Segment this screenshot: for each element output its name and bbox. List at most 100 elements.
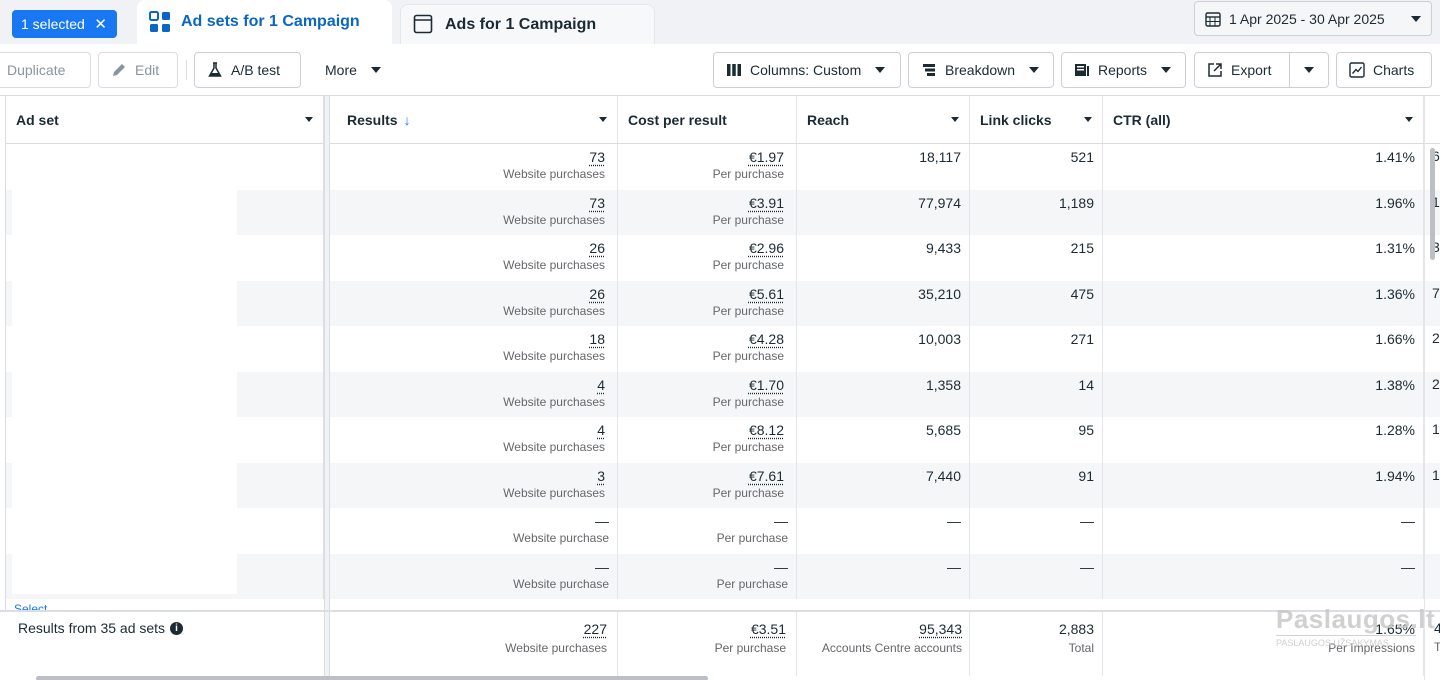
column-header-link-clicks[interactable]: Link clicks <box>970 96 1103 143</box>
ab-test-button[interactable]: A/B test <box>194 52 301 88</box>
column-header-cost-per-result[interactable]: Cost per result <box>618 96 797 143</box>
column-header-reach[interactable]: Reach <box>797 96 970 143</box>
link-clicks-cell: — <box>970 554 1103 600</box>
cost-per-result-cell: €7.61 Per purchase <box>618 463 797 509</box>
breakdown-button[interactable]: Breakdown <box>908 52 1054 88</box>
cost-sub: Per purchase <box>618 576 788 592</box>
tab-ads[interactable]: Ads for 1 Campaign <box>400 4 655 44</box>
export-button[interactable]: Export <box>1194 52 1290 88</box>
results-sub: Website purchases <box>330 257 605 273</box>
cost-value[interactable]: €8.12 <box>618 421 784 439</box>
cost-value[interactable]: €4.28 <box>618 330 784 348</box>
reach-cell: 9,433 <box>797 235 970 281</box>
next-column-value: 1 <box>1432 467 1440 483</box>
summary-reach: 95,343 Accounts Centre accounts <box>797 612 970 676</box>
results-value[interactable]: 73 <box>330 194 605 212</box>
results-cell: 73 Website purchases <box>330 144 618 190</box>
link-clicks-value: 475 <box>970 285 1094 303</box>
cost-value[interactable]: €3.91 <box>618 194 784 212</box>
next-column-value: 2 <box>1432 330 1440 346</box>
cost-value[interactable]: €7.61 <box>618 467 784 485</box>
watermark-logo: Paslaugos.lt PASLAUGOS UŽSAKYMAS <box>1276 604 1416 658</box>
results-cell: 26 Website purchases <box>330 235 618 281</box>
ctr-value: 1.36% <box>1103 285 1415 303</box>
results-sub: Website purchases <box>330 439 605 455</box>
cost-sub: Per purchase <box>618 439 784 455</box>
reports-icon <box>1074 62 1090 78</box>
reach-value: 10,003 <box>797 330 961 348</box>
column-header-ctr[interactable]: CTR (all) <box>1103 96 1424 143</box>
link-clicks-value: 271 <box>970 330 1094 348</box>
results-value[interactable]: 4 <box>330 376 605 394</box>
ctr-cell: 1.31% <box>1103 235 1424 281</box>
chevron-down-icon[interactable] <box>305 117 313 122</box>
close-icon[interactable]: ✕ <box>94 17 107 32</box>
summary-results-value[interactable]: 227 <box>330 620 607 638</box>
reports-button[interactable]: Reports <box>1061 52 1186 88</box>
charts-button[interactable]: Charts <box>1336 52 1432 88</box>
horizontal-scrollbar[interactable] <box>36 676 708 680</box>
results-value[interactable]: 26 <box>330 285 605 303</box>
selection-pill[interactable]: 1 selected ✕ <box>12 10 117 38</box>
tab-bar: 1 selected ✕ Ad sets for 1 Campaign Ads … <box>0 0 1440 44</box>
results-cell: 3 Website purchases <box>330 463 618 509</box>
reach-value: — <box>797 512 961 530</box>
chevron-down-icon[interactable] <box>599 117 607 122</box>
link-clicks-value: 215 <box>970 239 1094 257</box>
summary-reach-value[interactable]: 95,343 <box>797 620 962 638</box>
columns-button[interactable]: Columns: Custom <box>713 52 901 88</box>
summary-edge-sub: T <box>1434 640 1440 654</box>
duplicate-button[interactable]: Duplicate <box>0 52 91 88</box>
date-range-picker[interactable]: 1 Apr 2025 - 30 Apr 2025 <box>1194 1 1432 36</box>
edit-button[interactable]: Edit <box>98 52 178 88</box>
cost-per-result-cell: €5.61 Per purchase <box>618 281 797 327</box>
results-cell: 73 Website purchases <box>330 190 618 236</box>
vertical-scrollbar[interactable] <box>1430 148 1435 260</box>
toolbar: Duplicate Edit A/B test More Columns: Cu… <box>0 44 1440 96</box>
cost-value[interactable]: €5.61 <box>618 285 784 303</box>
summary-reach-sub: Accounts Centre accounts <box>797 638 962 658</box>
results-value[interactable]: 4 <box>330 421 605 439</box>
chevron-down-icon[interactable] <box>1084 117 1092 122</box>
summary-cost: €3.51 Per purchase <box>618 612 797 676</box>
results-value[interactable]: 18 <box>330 330 605 348</box>
chevron-down-icon <box>1161 67 1171 73</box>
tab-ad-sets[interactable]: Ad sets for 1 Campaign <box>137 0 392 44</box>
chevron-down-icon[interactable] <box>951 117 959 122</box>
link-clicks-cell: 95 <box>970 417 1103 463</box>
results-value: — <box>330 512 609 530</box>
results-value[interactable]: 26 <box>330 239 605 257</box>
more-button[interactable]: More <box>312 52 392 88</box>
link-clicks-cell: 14 <box>970 372 1103 418</box>
results-sub: Website purchases <box>330 348 605 364</box>
next-column-value: 1 <box>1432 421 1440 437</box>
results-value[interactable]: 73 <box>330 148 605 166</box>
cost-value[interactable]: €1.97 <box>618 148 784 166</box>
reach-value: 5,685 <box>797 421 961 439</box>
tab-label: Ad sets for 1 Campaign <box>181 13 360 31</box>
column-header-ad-set[interactable]: Ad set <box>6 96 324 143</box>
summary-cost-value[interactable]: €3.51 <box>618 620 786 638</box>
summary-label: Results from 35 ad sets i <box>18 620 183 636</box>
chevron-down-icon <box>1411 16 1421 22</box>
reach-cell: 35,210 <box>797 281 970 327</box>
reach-value: 1,358 <box>797 376 961 394</box>
chevron-down-icon <box>875 67 885 73</box>
info-icon[interactable]: i <box>170 622 183 635</box>
cost-value[interactable]: €1.70 <box>618 376 784 394</box>
date-range-label: 1 Apr 2025 - 30 Apr 2025 <box>1229 11 1385 27</box>
results-value[interactable]: 3 <box>330 467 605 485</box>
results-sub: Website purchase <box>330 530 609 546</box>
column-header-results[interactable]: Results ↓ <box>330 96 618 143</box>
export-options-button[interactable] <box>1289 52 1329 88</box>
link-clicks-cell: 521 <box>970 144 1103 190</box>
cost-value[interactable]: €2.96 <box>618 239 784 257</box>
ctr-cell: — <box>1103 554 1424 600</box>
chevron-down-icon[interactable] <box>1405 117 1413 122</box>
column-resize-handle[interactable] <box>324 96 330 680</box>
duplicate-label: Duplicate <box>7 62 65 78</box>
edit-label: Edit <box>135 62 159 78</box>
columns-icon <box>726 62 742 78</box>
table-summary-row: Results from 35 ad sets i 227 Website pu… <box>0 610 1440 680</box>
cost-value: — <box>618 512 788 530</box>
